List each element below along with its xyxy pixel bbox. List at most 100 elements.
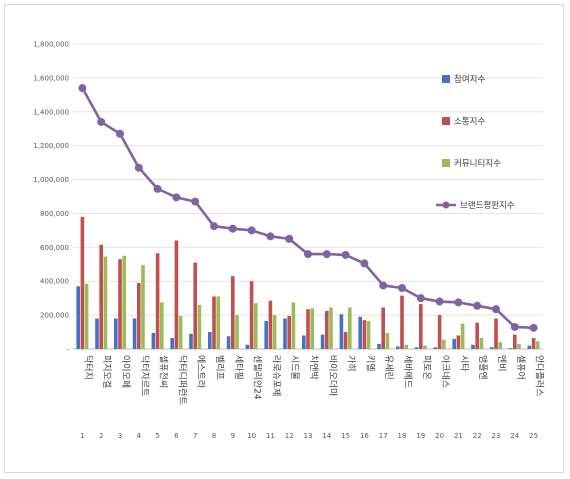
x-index-label: 8 <box>212 432 216 440</box>
x-index-label: 3 <box>118 432 122 440</box>
bar-2-17 <box>381 307 385 349</box>
x-category-label: 셀퓨전씨 <box>158 355 169 388</box>
x-category-label: 닥터지 <box>82 355 93 380</box>
bar-1-22 <box>471 344 475 349</box>
legend-swatch-1 <box>442 75 450 83</box>
bar-3-11 <box>272 315 277 349</box>
bar-1-1 <box>76 286 80 349</box>
x-index-label: 1 <box>80 432 84 440</box>
bar-2-5 <box>155 253 160 349</box>
bar-2-10 <box>249 281 254 349</box>
x-index-label: 20 <box>435 432 444 440</box>
bar-3-18 <box>404 344 408 349</box>
bar-3-13 <box>310 308 314 349</box>
bar-2-13 <box>306 309 310 349</box>
x-category-label: 피지오겔 <box>101 355 113 388</box>
bar-3-7 <box>197 304 202 349</box>
x-index-label: 25 <box>529 432 538 440</box>
bar-3-20 <box>442 339 446 349</box>
line-point-10 <box>247 226 256 235</box>
line-point-21 <box>454 298 463 307</box>
bar-3-24 <box>517 343 521 349</box>
line-point-22 <box>473 301 482 310</box>
bar-2-11 <box>268 300 273 349</box>
legend-label-3: 커뮤니티지수 <box>454 158 501 169</box>
x-index-label: 18 <box>398 432 407 440</box>
legend-label-4: 브랜드평판지수 <box>460 200 515 211</box>
bar-3-15 <box>348 307 352 349</box>
x-index-label: 19 <box>416 432 425 440</box>
x-index-label: 17 <box>379 432 388 440</box>
bar-1-23 <box>490 347 494 349</box>
legend-swatch-2 <box>442 117 450 125</box>
x-index-label: 16 <box>360 432 369 440</box>
x-index-label: 22 <box>473 432 482 440</box>
x-index-label: 5 <box>155 432 159 440</box>
bar-2-25 <box>531 337 536 349</box>
bar-2-24 <box>513 334 517 349</box>
x-index-label: 12 <box>285 432 294 440</box>
x-index-label: 24 <box>510 432 519 440</box>
bar-3-21 <box>460 323 465 349</box>
y-tick-label: 1,200,000 <box>33 142 69 150</box>
x-index-label: 4 <box>137 432 142 440</box>
bar-2-9 <box>231 276 235 349</box>
bar-3-17 <box>385 332 390 349</box>
bar-3-2 <box>103 256 108 349</box>
line-point-3 <box>116 129 124 138</box>
bar-2-15 <box>343 332 348 349</box>
bar-3-5 <box>160 302 164 349</box>
legend-swatch-3 <box>442 159 450 167</box>
bar-2-20 <box>437 315 442 349</box>
x-index-label: 10 <box>247 432 256 440</box>
bar-1-16 <box>358 316 362 349</box>
x-index-label: 11 <box>266 432 275 440</box>
x-index-label: 23 <box>492 432 501 440</box>
bar-1-10 <box>245 344 250 349</box>
bar-2-14 <box>325 310 329 349</box>
bar-3-3 <box>122 255 126 349</box>
bar-3-10 <box>254 303 258 349</box>
x-category-label: 에스트라 <box>195 355 206 389</box>
bar-3-4 <box>141 265 145 349</box>
y-tick-label: 800,000 <box>40 210 69 218</box>
bar-3-19 <box>423 345 427 349</box>
x-category-label: 시타 <box>458 355 469 372</box>
y-tick-label: - <box>66 346 69 354</box>
line-point-9 <box>228 224 237 233</box>
y-tick-label: 1,400,000 <box>33 108 69 116</box>
bar-1-9 <box>226 336 231 349</box>
line-point-5 <box>153 184 162 193</box>
line-point-24 <box>510 322 519 331</box>
bar-2-4 <box>137 282 141 349</box>
x-category-label: 시드물 <box>289 355 300 380</box>
x-index-label: 2 <box>99 432 103 440</box>
x-category-label: 앰플엔 <box>477 355 489 380</box>
bar-1-12 <box>283 318 287 349</box>
bar-1-2 <box>95 318 99 349</box>
y-tick-label: 1,000,000 <box>33 176 69 184</box>
line-point-19 <box>416 294 425 303</box>
bar-3-23 <box>498 342 502 349</box>
x-category-label: 아이오페 <box>120 355 131 388</box>
bar-1-15 <box>339 314 344 349</box>
bar-1-18 <box>396 346 400 349</box>
x-category-label: 키엘 <box>364 355 375 372</box>
legend-label-2: 소통지수 <box>454 117 485 127</box>
bar-1-13 <box>302 335 306 349</box>
x-index-label: 15 <box>341 432 350 440</box>
bar-1-4 <box>132 318 137 349</box>
legend-line-marker <box>442 201 450 209</box>
bar-2-18 <box>400 295 404 349</box>
x-category-label: 바이오더마 <box>327 355 338 397</box>
x-category-label: 세타필 <box>233 355 245 380</box>
x-category-label: 엔비 <box>496 355 507 372</box>
line-point-11 <box>266 232 275 241</box>
bar-3-25 <box>536 341 540 349</box>
y-tick-label: 1,800,000 <box>33 41 69 49</box>
bar-3-6 <box>178 315 183 349</box>
bar-3-14 <box>329 307 333 349</box>
line-point-15 <box>341 250 350 259</box>
x-category-label: 아크네스 <box>440 355 451 388</box>
bar-2-16 <box>362 320 367 349</box>
